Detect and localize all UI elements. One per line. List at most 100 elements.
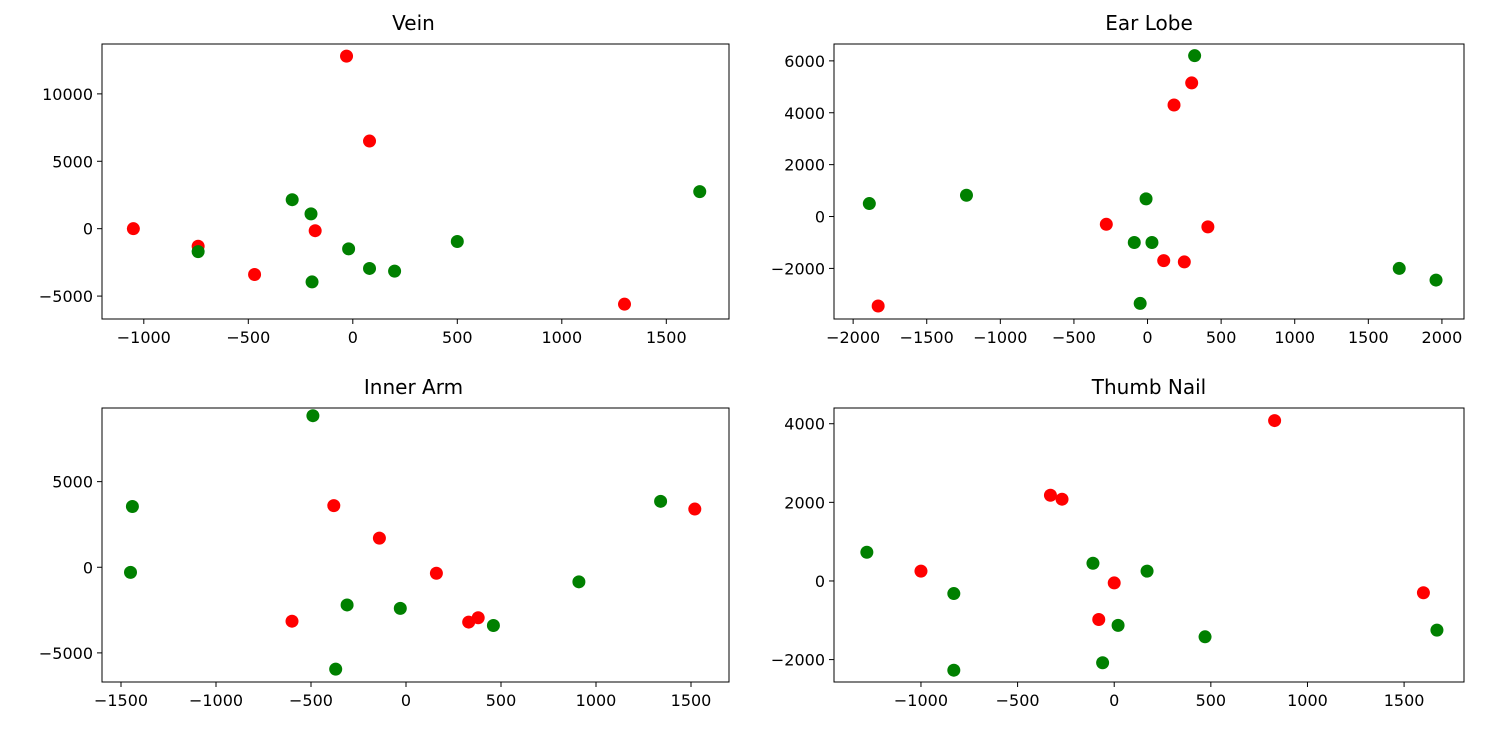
x-tick-label: 1000 — [1274, 328, 1315, 347]
points — [124, 409, 702, 676]
red-point — [1177, 255, 1191, 269]
y-tick-label: 4000 — [784, 104, 825, 123]
x-tick-label: 1000 — [576, 691, 617, 710]
x-tick-label: 1500 — [671, 691, 712, 710]
red-point — [871, 299, 885, 313]
panel-inner-arm: Inner Arm −1500 −1000 −500 0 500 1000 1500−500… — [39, 375, 730, 710]
points — [126, 49, 707, 311]
green-point — [1188, 49, 1202, 63]
green-point — [450, 234, 464, 248]
green-point — [693, 185, 707, 199]
green-point — [1139, 192, 1153, 206]
panel-vein: Vein −1000 −500 0 500 1000 1500−5000050001000… — [39, 11, 730, 347]
green-point — [1096, 656, 1110, 670]
panel-thumb-nail: Thumb Nail −1000 −500 0 500 1000 1500 −2000 0 20… — [771, 375, 1465, 710]
red-point — [285, 614, 299, 628]
x-tick-label: −500 — [226, 328, 270, 347]
x-tick-label: 0 — [1142, 328, 1152, 347]
green-point — [285, 193, 299, 207]
x-tick-label: 0 — [401, 691, 411, 710]
green-point — [486, 618, 500, 632]
red-point — [1157, 254, 1171, 268]
x-tick-label: −1000 — [894, 691, 948, 710]
points — [862, 49, 1443, 313]
red-point — [1167, 98, 1181, 112]
red-point — [248, 268, 262, 282]
x-tick-label: −1000 — [189, 691, 243, 710]
green-point — [959, 188, 973, 202]
ticks: −1000 −500 0 500 1000 1500 −2000 0 2000 4000 — [771, 415, 1425, 710]
y-tick-label: 2000 — [784, 156, 825, 175]
y-tick-label: −2000 — [771, 259, 825, 278]
red-point — [327, 499, 341, 513]
red-point — [1268, 414, 1282, 428]
plot-frame — [101, 407, 730, 683]
ticks: −2000 −1500 −1000 −500 0 500 1000 1500 2000 −2000… — [771, 52, 1462, 347]
red-point — [688, 502, 702, 516]
y-tick-label: 5000 — [52, 152, 93, 171]
green-point — [1145, 235, 1159, 249]
green-point — [1111, 618, 1125, 632]
panel-title: Inner Arm — [364, 375, 463, 399]
red-point — [1055, 492, 1069, 506]
red-point — [340, 49, 354, 63]
x-tick-label: 1500 — [1348, 328, 1389, 347]
red-point — [1416, 586, 1430, 600]
red-point — [914, 564, 928, 578]
green-point — [1392, 261, 1406, 275]
red-point — [471, 611, 485, 625]
red-point — [429, 566, 443, 580]
red-point — [1043, 488, 1057, 502]
green-point — [1133, 296, 1147, 310]
y-tick-label: 0 — [815, 572, 825, 591]
y-tick-label: −5000 — [39, 287, 93, 306]
plot-frame — [101, 43, 730, 320]
green-point — [305, 275, 319, 289]
x-tick-label: 500 — [486, 691, 517, 710]
red-point — [1201, 220, 1215, 234]
x-tick-label: −1000 — [117, 328, 171, 347]
red-point — [1092, 612, 1106, 626]
green-point — [654, 494, 668, 508]
x-tick-label: 0 — [348, 328, 358, 347]
x-tick-label: 1500 — [1384, 691, 1425, 710]
green-point — [1140, 564, 1154, 578]
green-point — [947, 587, 961, 601]
red-point — [363, 134, 377, 148]
plot-frame — [833, 43, 1465, 320]
red-point — [1099, 217, 1113, 231]
green-point — [947, 663, 961, 677]
red-point — [126, 222, 140, 236]
x-tick-label: 500 — [1196, 691, 1227, 710]
green-point — [342, 242, 356, 256]
green-point — [1127, 235, 1141, 249]
green-point — [1086, 556, 1100, 570]
x-tick-label: −1500 — [94, 691, 148, 710]
y-tick-label: 5000 — [52, 473, 93, 492]
green-point — [860, 545, 874, 559]
panel-ear-lobe: Ear Lobe −2000 −1500 −1000 −500 0 500 1000 1500… — [771, 11, 1465, 347]
y-tick-label: −2000 — [771, 651, 825, 670]
plot-frame — [833, 407, 1465, 683]
red-point — [618, 297, 631, 311]
x-tick-label: 1500 — [646, 328, 687, 347]
x-tick-label: 500 — [442, 328, 473, 347]
x-tick-label: −500 — [996, 691, 1040, 710]
panel-title: Thumb Nail — [1091, 375, 1206, 399]
green-point — [306, 409, 320, 423]
green-point — [340, 598, 354, 612]
panel-title: Ear Lobe — [1105, 11, 1193, 35]
x-tick-label: −500 — [1052, 328, 1096, 347]
x-tick-label: 2000 — [1422, 328, 1463, 347]
x-tick-label: 1000 — [541, 328, 582, 347]
y-tick-label: −5000 — [39, 644, 93, 663]
x-tick-label: 1000 — [1287, 691, 1328, 710]
green-point — [572, 575, 586, 589]
x-tick-label: −1000 — [973, 328, 1027, 347]
y-tick-label: 0 — [815, 208, 825, 227]
y-tick-label: 2000 — [784, 493, 825, 512]
green-point — [329, 662, 343, 676]
panel-title: Vein — [392, 11, 435, 35]
